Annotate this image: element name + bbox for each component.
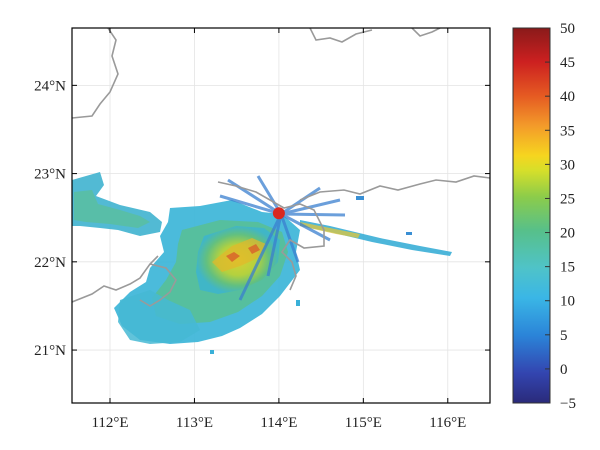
x-axis-ticks: 112°E 113°E 114°E 115°E 116°E: [91, 28, 466, 431]
colorbar-tick-label: 50: [560, 21, 575, 37]
echo-west-inner: [74, 190, 150, 228]
map-frame: [71, 27, 491, 404]
x-tick-label: 113°E: [176, 415, 213, 431]
echo-east-ray: [300, 220, 452, 256]
echo-southwest-tail: [118, 290, 200, 344]
border-north: [309, 28, 373, 43]
coastlines: [72, 28, 490, 307]
echo-radial-spokes: [219, 175, 346, 301]
y-tick-label: 24°N: [34, 78, 66, 94]
border-northeast: [411, 28, 441, 37]
coast-pearl-delta: [217, 181, 325, 291]
colorbar-tick-label: 45: [560, 55, 575, 71]
echo-red-cells: [226, 244, 260, 262]
radar-site-marker: [272, 207, 285, 220]
echo-east-ray-core: [300, 222, 360, 238]
colorbar-tick-label: 10: [560, 294, 575, 310]
colorbar-tick-label: −5: [560, 396, 576, 412]
colorbar-tick-label: 35: [560, 123, 575, 139]
colorbar-tick-label: 0: [560, 362, 568, 378]
colorbar-tick-label: 5: [560, 328, 568, 344]
colorbar-tick-label: 30: [560, 157, 575, 173]
colorbar-tick-label: 40: [560, 89, 575, 105]
x-tick-label: 115°E: [345, 415, 382, 431]
x-tick-label: 114°E: [260, 415, 297, 431]
coast-east: [299, 175, 490, 201]
border-northwest: [72, 28, 119, 119]
x-tick-label: 116°E: [429, 415, 466, 431]
echo-cell: [406, 232, 412, 235]
radar-echo-field: [72, 172, 452, 354]
colorbar-gradient: [512, 27, 551, 404]
echo-cell: [356, 196, 364, 200]
map-panel: 112°E 113°E 114°E 115°E 116°E 24°N 23°N 22°N 21…: [34, 27, 491, 431]
colorbar-tick-label: 25: [560, 191, 575, 207]
y-tick-label: 21°N: [34, 343, 66, 359]
y-tick-label: 22°N: [34, 255, 66, 271]
x-tick-label: 112°E: [91, 415, 128, 431]
colorbar-tick-label: 15: [560, 260, 575, 276]
coast-bay: [139, 263, 177, 307]
coast-west: [72, 255, 159, 303]
echo-cell: [296, 300, 300, 306]
y-tick-label: 23°N: [34, 167, 66, 183]
echo-cell: [210, 350, 214, 354]
colorbar-tick-label: 20: [560, 226, 575, 242]
y-axis-ticks: 24°N 23°N 22°N 21°N: [34, 78, 490, 359]
